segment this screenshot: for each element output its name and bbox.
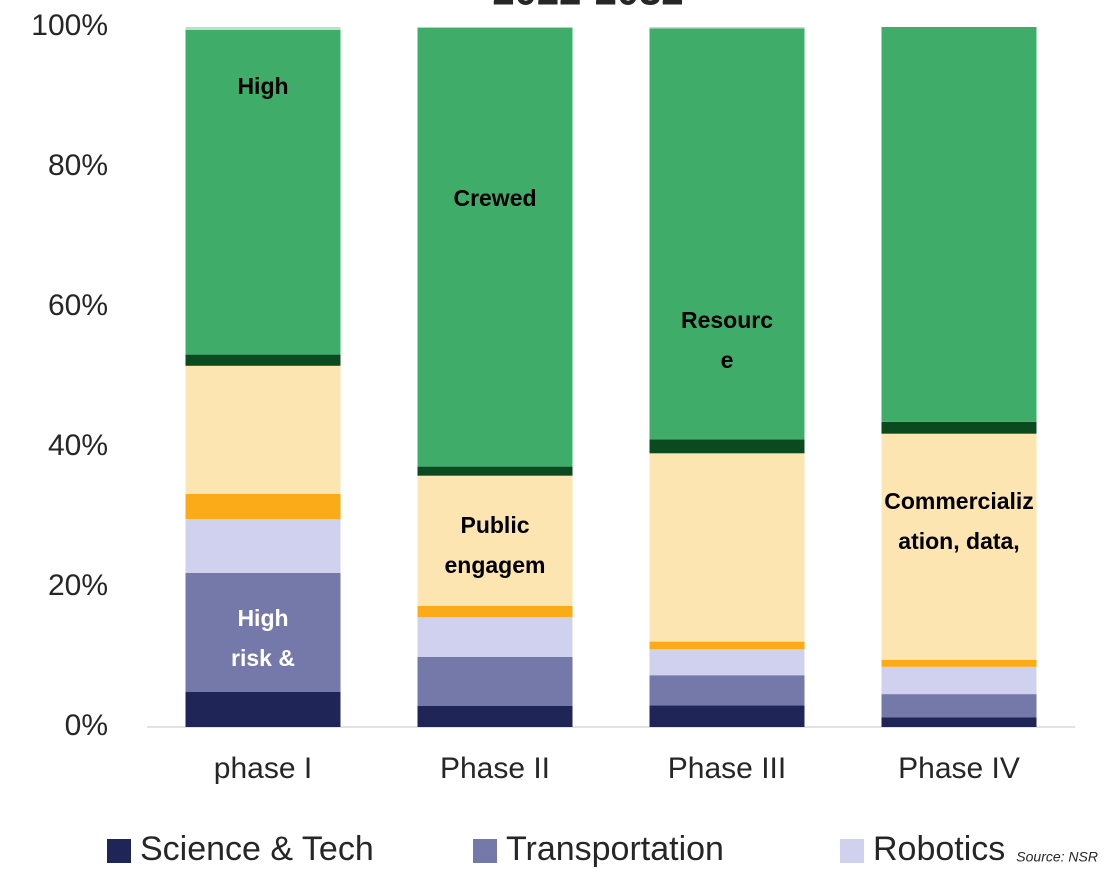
annotation: Crewed (453, 185, 536, 211)
source: Source: NSR (1016, 849, 1098, 865)
bar-segment (185, 692, 341, 727)
bar-segment (649, 675, 805, 706)
annotation: Resourc (681, 307, 773, 333)
y-tick-label: 0% (65, 709, 108, 742)
y-tick-label: 20% (48, 569, 108, 602)
bar-segment (649, 439, 805, 454)
legend-swatch (107, 839, 131, 863)
annotation: risk & (231, 645, 295, 671)
bar-segment (649, 453, 805, 642)
bar-segment (881, 421, 1037, 434)
annotation: Commercializ (884, 488, 1034, 514)
annotation: ation, data, (898, 528, 1019, 554)
legend-label: Science & Tech (140, 830, 374, 868)
bar-segment (417, 466, 573, 476)
bar-segment (185, 365, 341, 494)
legend-swatch (473, 839, 497, 863)
bar-segment (185, 29, 341, 355)
x-tick-label: Phase II (440, 752, 550, 785)
y-tick-label: 40% (48, 429, 108, 462)
annotation: High (237, 605, 288, 631)
y-tick-label: 60% (48, 289, 108, 322)
bar-segment (649, 27, 805, 29)
bar-segment (185, 519, 341, 573)
legend-swatch (840, 839, 864, 863)
bar-segment (185, 493, 341, 520)
annotation: High (237, 73, 288, 99)
bar-segment (881, 694, 1037, 718)
bar-segment (881, 666, 1037, 695)
x-tick-label: Phase IV (898, 752, 1020, 785)
annotation: engagem (445, 552, 546, 578)
bar-segment (417, 657, 573, 706)
bar-segment (417, 27, 573, 28)
bar-segment (649, 705, 805, 727)
bar-segment (649, 641, 805, 650)
bar-segment (881, 27, 1037, 422)
bar-segment (881, 659, 1037, 667)
annotation: e (721, 347, 734, 373)
bar-segment (417, 27, 573, 467)
y-tick-label: 80% (48, 149, 108, 182)
legend-label: Robotics (873, 830, 1005, 868)
annotation: Public (460, 512, 529, 538)
x-tick-label: phase I (214, 752, 312, 785)
bar-segment (417, 475, 573, 606)
chart-title: 2022-2032 (492, 0, 683, 14)
bar-segment (649, 649, 805, 676)
y-tick-label: 100% (31, 9, 108, 42)
bar-segment (417, 706, 573, 727)
bar-segment (881, 717, 1037, 727)
bar-segment (417, 617, 573, 657)
bar-segment (185, 354, 341, 366)
legend-label: Transportation (506, 830, 724, 868)
bar-segment (417, 605, 573, 618)
x-tick-label: Phase III (668, 752, 786, 785)
bar-segment (881, 433, 1037, 660)
bar-segment (185, 27, 341, 30)
bar-segment (185, 573, 341, 692)
bar-segment (649, 28, 805, 440)
